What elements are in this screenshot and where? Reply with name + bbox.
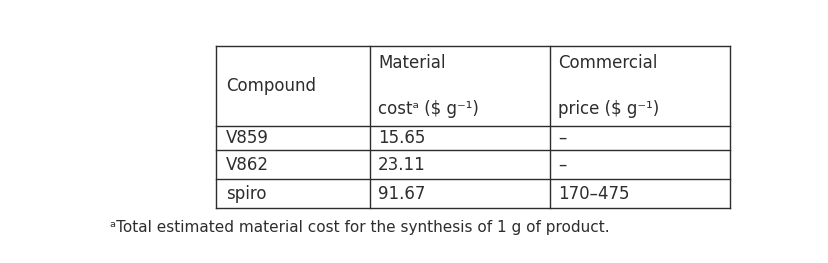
Text: 15.65: 15.65 — [378, 129, 425, 147]
Text: –: – — [557, 156, 566, 174]
Text: Commercial: Commercial — [557, 54, 657, 72]
Text: –: – — [557, 129, 566, 147]
Text: V862: V862 — [225, 156, 268, 174]
Text: V859: V859 — [225, 129, 268, 147]
Text: Compound: Compound — [225, 77, 315, 95]
Text: spiro: spiro — [225, 185, 266, 203]
Text: costᵃ ($ g⁻¹): costᵃ ($ g⁻¹) — [378, 100, 479, 118]
Text: 91.67: 91.67 — [378, 185, 425, 203]
Text: 23.11: 23.11 — [378, 156, 426, 174]
Text: Material: Material — [378, 54, 445, 72]
Text: price ($ g⁻¹): price ($ g⁻¹) — [557, 100, 658, 118]
Text: ᵃTotal estimated material cost for the synthesis of 1 g of product.: ᵃTotal estimated material cost for the s… — [110, 220, 609, 235]
Text: 170–475: 170–475 — [557, 185, 628, 203]
